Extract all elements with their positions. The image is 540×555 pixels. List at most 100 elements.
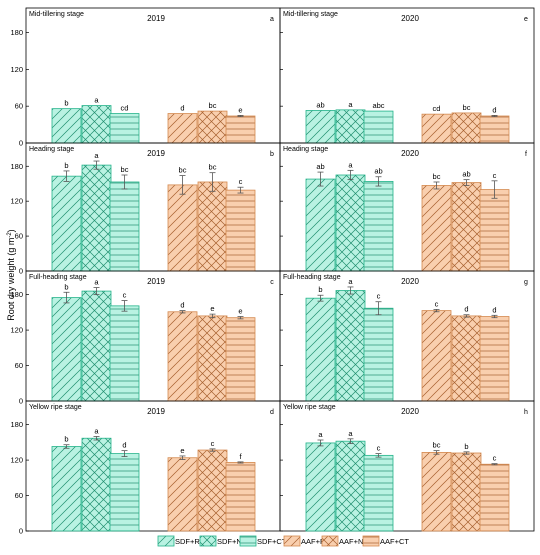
legend-label: AAF+RT bbox=[301, 537, 330, 546]
legend-label: AAF+CT bbox=[380, 537, 409, 546]
bar-hatch bbox=[451, 182, 482, 272]
year-label: 2019 bbox=[147, 149, 165, 158]
y-axis-label-superscript: -2 bbox=[7, 232, 13, 238]
bar-hatch bbox=[197, 315, 228, 402]
significance-label: d bbox=[180, 104, 184, 113]
panel-c: 0 60 120 180 Full-heading stage 2019 c b a c d e e bbox=[10, 270, 281, 406]
bar-hatch bbox=[335, 290, 366, 402]
bar-hatch bbox=[421, 185, 452, 272]
year-label: 2020 bbox=[401, 277, 419, 286]
significance-label: a bbox=[348, 100, 353, 109]
significance-label: bc bbox=[209, 101, 217, 110]
y-tick-label: 0 bbox=[19, 397, 23, 406]
panel-letter: e bbox=[524, 16, 528, 23]
legend-label: SDF+RT bbox=[175, 537, 205, 546]
bar-hatch bbox=[51, 446, 82, 532]
significance-label: bc bbox=[121, 165, 129, 174]
bar-hatch bbox=[81, 437, 112, 532]
significance-label: b bbox=[64, 99, 68, 108]
bar-hatch bbox=[421, 452, 452, 532]
bar-hatch bbox=[479, 189, 510, 272]
significance-label: a bbox=[348, 277, 353, 286]
bar-hatch bbox=[225, 462, 256, 532]
panel-letter: f bbox=[525, 151, 527, 158]
bar-hatch bbox=[109, 305, 140, 402]
bar-hatch bbox=[305, 297, 336, 402]
legend-label: AAF+NT bbox=[339, 537, 368, 546]
significance-label: e bbox=[238, 307, 242, 316]
y-tick-label: 60 bbox=[15, 232, 23, 241]
bar-hatch bbox=[451, 315, 482, 402]
significance-label: c bbox=[377, 444, 381, 453]
significance-label: abc bbox=[372, 101, 384, 110]
significance-label: a bbox=[348, 429, 353, 438]
significance-label: e bbox=[210, 304, 214, 313]
significance-label: a bbox=[94, 151, 99, 160]
bar-hatch bbox=[363, 454, 394, 532]
bar-hatch bbox=[305, 442, 336, 532]
panel-letter: c bbox=[270, 279, 274, 286]
bar-hatch bbox=[479, 115, 510, 144]
bar-hatch bbox=[109, 113, 140, 144]
panel-letter: a bbox=[270, 16, 274, 23]
bar-hatch bbox=[225, 189, 256, 272]
stage-title: Yellow ripe stage bbox=[283, 404, 336, 411]
significance-label: b bbox=[64, 435, 68, 444]
bar-hatch bbox=[335, 440, 366, 532]
bar-hatch bbox=[479, 316, 510, 402]
y-tick-label: 0 bbox=[19, 527, 23, 536]
panel-g: Full-heading stage 2020 g b a c c d d bbox=[279, 270, 535, 402]
y-tick-label: 120 bbox=[10, 456, 23, 465]
significance-label: bc bbox=[433, 441, 441, 450]
significance-label: c bbox=[435, 299, 439, 308]
significance-label: b bbox=[64, 282, 68, 291]
significance-label: a bbox=[318, 430, 323, 439]
significance-label: a bbox=[94, 96, 99, 105]
bar-hatch bbox=[305, 110, 336, 144]
y-tick-label: 60 bbox=[15, 361, 23, 370]
stage-title: Heading stage bbox=[283, 146, 328, 153]
bar-hatch bbox=[167, 311, 198, 402]
stage-title: Full-heading stage bbox=[283, 274, 341, 281]
panel-letter: d bbox=[270, 409, 274, 416]
panel-a: 0 60 120 180 Mid-tillering stage 2019 a b a cd d bc… bbox=[10, 7, 281, 148]
legend-item-aaf-nt: AAF+NT bbox=[321, 535, 368, 547]
significance-label: bc bbox=[209, 163, 217, 172]
significance-label: bc bbox=[179, 166, 187, 175]
bar-hatch bbox=[167, 457, 198, 532]
panel-letter: g bbox=[524, 279, 528, 286]
legend-label: SDF+NT bbox=[217, 537, 247, 546]
bar-hatch bbox=[335, 174, 366, 272]
stage-title: Mid-tillering stage bbox=[29, 11, 84, 18]
significance-label: c bbox=[493, 171, 497, 180]
legend-swatch-hatch bbox=[362, 535, 380, 547]
y-tick-label: 0 bbox=[19, 139, 23, 148]
significance-label: c bbox=[493, 454, 497, 463]
y-tick-label: 120 bbox=[10, 326, 23, 335]
panel-d: 0 60 120 180 Yellow ripe stage 2019 d b a d e c f bbox=[10, 400, 281, 536]
legend-swatch-hatch bbox=[283, 535, 301, 547]
y-tick-label: 180 bbox=[10, 420, 23, 429]
y-tick-label: 120 bbox=[10, 197, 23, 206]
stage-title: Mid-tillering stage bbox=[283, 11, 338, 18]
significance-label: b bbox=[64, 161, 68, 170]
significance-label: f bbox=[239, 452, 242, 461]
legend-item-sdf-ct: SDF+CT bbox=[239, 535, 287, 547]
bar-hatch bbox=[363, 180, 394, 272]
panel-f: Heading stage 2020 f ab a ab bc ab c bbox=[279, 142, 535, 272]
significance-label: e bbox=[180, 446, 184, 455]
bar-hatch bbox=[421, 310, 452, 402]
significance-label: ab bbox=[374, 167, 382, 176]
legend-item-aaf-ct: AAF+CT bbox=[362, 535, 409, 547]
bar-hatch bbox=[335, 109, 366, 144]
bar-hatch bbox=[81, 290, 112, 402]
legend-item-sdf-nt: SDF+NT bbox=[199, 535, 247, 547]
panel-h: Yellow ripe stage 2020 ha ac bc bc bbox=[279, 400, 535, 532]
significance-label: d bbox=[492, 105, 496, 114]
bar-hatch bbox=[197, 181, 228, 272]
significance-label: d bbox=[122, 441, 126, 450]
bar-hatch bbox=[51, 108, 82, 144]
bar-hatch bbox=[197, 449, 228, 532]
year-label: 2020 bbox=[401, 407, 419, 416]
